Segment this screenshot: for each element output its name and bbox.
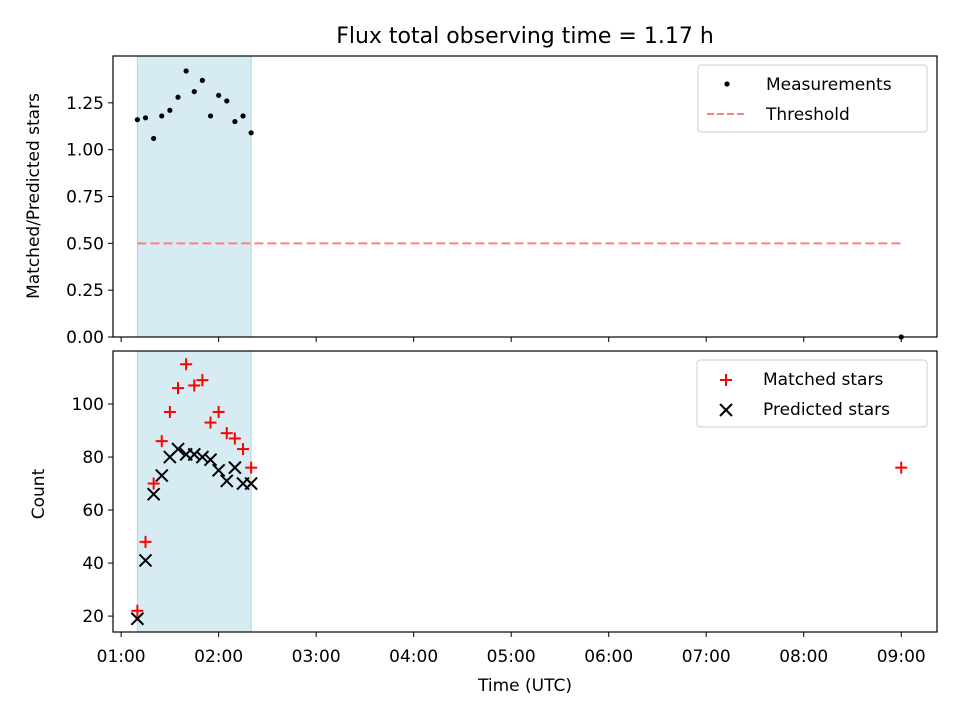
legend-measurements-marker [724, 81, 730, 87]
x-tick-label: 07:00 [682, 647, 731, 667]
x-axis-label: Time (UTC) [477, 676, 572, 696]
matched-star-point [188, 379, 201, 392]
top-x-ticks [120, 337, 902, 342]
matched-star-point [212, 405, 225, 418]
bottom-y-axis-label: Count [29, 468, 49, 519]
bottom-legend: Matched stars Predicted stars [696, 359, 928, 428]
predicted-star-point [203, 452, 218, 467]
x-tick-label: 08:00 [779, 647, 828, 667]
legend-matched-label: Matched stars [763, 370, 883, 390]
measurement-point [134, 117, 140, 123]
matched-star-point [228, 432, 241, 445]
matched-star-point [895, 461, 908, 474]
bottom-data-marks [130, 358, 908, 626]
matched-star-point [220, 427, 233, 440]
x-tick-label: 06:00 [584, 647, 633, 667]
x-tick-label: 03:00 [292, 647, 341, 667]
x-tick-label: 05:00 [487, 647, 536, 667]
matched-star-point [131, 604, 144, 617]
bottom-panel: 20 40 60 80 100 01:00 02:00 03:00 04:00 05:00 06:… [29, 350, 938, 696]
measurement-point [159, 113, 165, 119]
y-tick-label: 60 [82, 501, 104, 521]
top-shaded-interval [136, 56, 252, 337]
measurement-point [175, 94, 181, 100]
measurement-point [232, 118, 238, 125]
legend-predicted-marker [719, 403, 733, 417]
top-legend-box [697, 64, 928, 133]
measurement-point [216, 92, 222, 98]
matched-star-point [147, 477, 160, 490]
matched-star-point [245, 461, 258, 474]
shaded-interval [137, 351, 252, 632]
top-legend: Measurements Threshold [697, 64, 928, 133]
measurement-point [142, 115, 149, 121]
chart-title: Flux total observing time = 1.17 h [336, 24, 714, 49]
y-tick-label: 1.25 [66, 94, 104, 114]
measurement-point [191, 88, 197, 95]
y-tick-label: 0.00 [66, 328, 104, 348]
bottom-y-ticks: 20 40 60 80 100 [72, 395, 113, 627]
legend-measurements-label: Measurements [766, 75, 892, 95]
predicted-star-point [138, 553, 153, 568]
top-panel: 0.00 0.25 0.50 0.75 1.00 1.25 Matched/Predict… [24, 55, 938, 348]
predicted-star-point [228, 460, 242, 475]
legend-matched-marker [720, 374, 732, 386]
y-tick-label: 20 [82, 607, 104, 627]
matched-star-point [163, 405, 176, 418]
y-tick-label: 0.25 [66, 281, 104, 301]
x-tick-label: 01:00 [97, 647, 146, 667]
y-tick-label: 80 [82, 448, 104, 468]
legend-threshold-label: Threshold [765, 105, 850, 125]
predicted-star-point [146, 487, 161, 501]
measurement-point [199, 77, 205, 83]
y-tick-label: 40 [82, 554, 104, 574]
predicted-star-point [155, 468, 169, 483]
legend-predicted-label: Predicted stars [763, 400, 890, 420]
matched-star-point [139, 535, 152, 548]
matched-star-point [155, 435, 168, 448]
matched-star-point [180, 358, 193, 371]
y-tick-label: 0.50 [66, 234, 104, 254]
matched-star-point [196, 374, 209, 387]
x-tick-label: 04:00 [389, 647, 438, 667]
measurement-point [151, 135, 157, 142]
measurement-point [167, 107, 173, 113]
y-tick-label: 0.75 [66, 188, 104, 208]
x-tick-label: 02:00 [194, 647, 243, 667]
measurement-point [240, 113, 246, 119]
top-y-axis-label: Matched/Predicted stars [24, 93, 44, 299]
y-tick-label: 100 [72, 395, 104, 415]
bottom-legend-box [696, 359, 928, 428]
top-data-marks [134, 68, 904, 340]
y-tick-label: 1.00 [66, 141, 104, 161]
matched-star-point [172, 382, 185, 395]
matched-star-point [237, 443, 250, 456]
measurement-point [248, 130, 254, 136]
predicted-star-point [171, 442, 185, 456]
bottom-x-ticks: 01:00 02:00 03:00 04:00 05:00 06:00 07:00 08:00… [97, 632, 926, 667]
bottom-axes-frame [112, 350, 938, 633]
measurement-point [183, 68, 189, 74]
bottom-shaded-interval [136, 351, 252, 632]
predicted-star-point [220, 474, 234, 488]
x-tick-label: 09:00 [877, 647, 926, 667]
predicted-star-point [187, 447, 201, 462]
predicted-star-point [211, 463, 226, 477]
predicted-star-point [195, 450, 210, 464]
predicted-star-point [130, 612, 145, 626]
matched-star-point [204, 416, 217, 429]
predicted-star-point [244, 476, 258, 491]
shaded-interval [137, 56, 252, 337]
measurement-point [207, 113, 214, 119]
top-y-ticks: 0.00 0.25 0.50 0.75 1.00 1.25 [66, 94, 113, 348]
measurement-point [224, 98, 230, 104]
